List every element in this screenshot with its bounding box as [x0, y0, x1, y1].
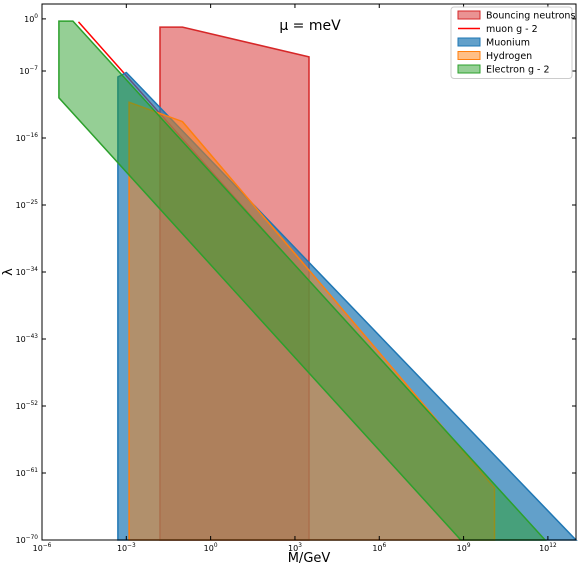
legend-label: Electron g - 2 [486, 65, 550, 76]
y-tick-label: 10−43 [16, 334, 39, 344]
x-tick-label: 100 [204, 543, 218, 553]
x-tick-label: 106 [372, 543, 386, 553]
legend-label: Bouncing neutrons [486, 11, 575, 22]
y-axis-label: λ [1, 268, 16, 276]
legend-label: Hydrogen [486, 51, 532, 62]
legend-box [450, 6, 573, 79]
legend-label: Muonium [486, 38, 530, 49]
legend-label: muon g - 2 [486, 24, 538, 35]
y-tick-label: 10−16 [16, 133, 39, 143]
y-tick-label: 10−70 [16, 535, 39, 545]
y-tick-label: 10−7 [19, 66, 38, 76]
y-tick-label: 10−52 [16, 401, 39, 411]
x-tick-label: 1012 [539, 543, 557, 553]
legend-swatch [457, 10, 481, 20]
y-tick-label: 100 [24, 14, 38, 24]
legend-swatch [457, 64, 481, 74]
x-tick-label: 109 [457, 543, 471, 553]
axis-ticks: 10−6 10−3 100 103 106 109 1012 100 10−7 10−16 10−2… [16, 4, 576, 553]
y-tick-label: 10−61 [16, 468, 39, 478]
x-tick-label: 103 [288, 543, 302, 553]
legend-swatch [457, 51, 481, 60]
y-tick-label: 10−34 [16, 267, 39, 277]
legend-swatch [457, 37, 481, 47]
chart-annotation: μ = meV [279, 18, 341, 34]
y-tick-label: 10−25 [16, 200, 39, 210]
x-axis-label: M/GeV [288, 551, 331, 566]
x-tick-label: 10−6 [33, 543, 52, 553]
x-tick-label: 10−3 [117, 543, 136, 553]
legend: Bouncing neutrons muon g - 2 Muonium Hydrog… [450, 6, 575, 79]
chart-areas [58, 20, 578, 541]
